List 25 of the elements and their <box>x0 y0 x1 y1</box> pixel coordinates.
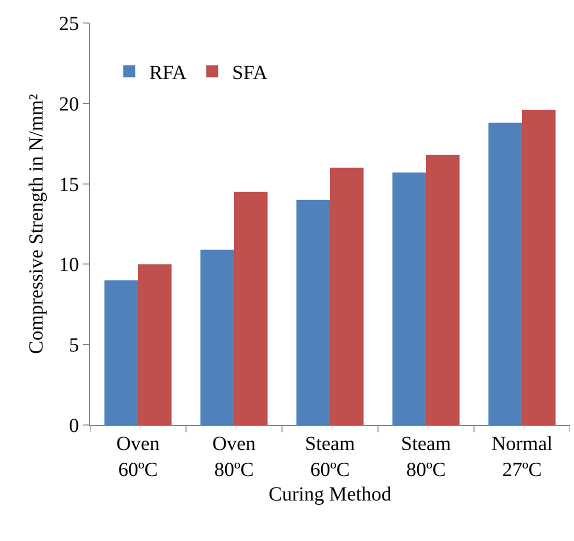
y-tick-label: 10 <box>59 254 79 276</box>
x-tick-label: Normal 27ºC <box>491 433 553 481</box>
x-axis-title: Curing Method <box>268 484 392 506</box>
bar <box>392 172 426 425</box>
x-tick-label: Oven 60ºC <box>116 433 160 481</box>
y-tick-label: 15 <box>59 174 79 196</box>
x-tick-label: Steam 60ºC <box>305 433 356 481</box>
bar <box>426 154 460 425</box>
legend-label: SFA <box>232 62 268 84</box>
bar <box>200 250 234 425</box>
bar <box>234 192 268 425</box>
bar <box>488 122 522 425</box>
x-tick-label: Steam 80ºC <box>401 433 452 481</box>
y-tick-label: 25 <box>59 13 79 35</box>
bar <box>522 110 556 425</box>
x-tick-label: Oven 80ºC <box>212 433 256 481</box>
y-tick-label: 0 <box>69 415 79 437</box>
bar <box>138 264 172 425</box>
y-axis-title: Compressive Strength in N/mm² <box>26 94 48 354</box>
y-tick-label: 20 <box>59 93 79 116</box>
legend-label: RFA <box>149 62 188 84</box>
bar <box>296 200 330 425</box>
y-tick-label: 5 <box>69 334 79 357</box>
bar <box>104 280 138 425</box>
bar <box>330 168 364 425</box>
